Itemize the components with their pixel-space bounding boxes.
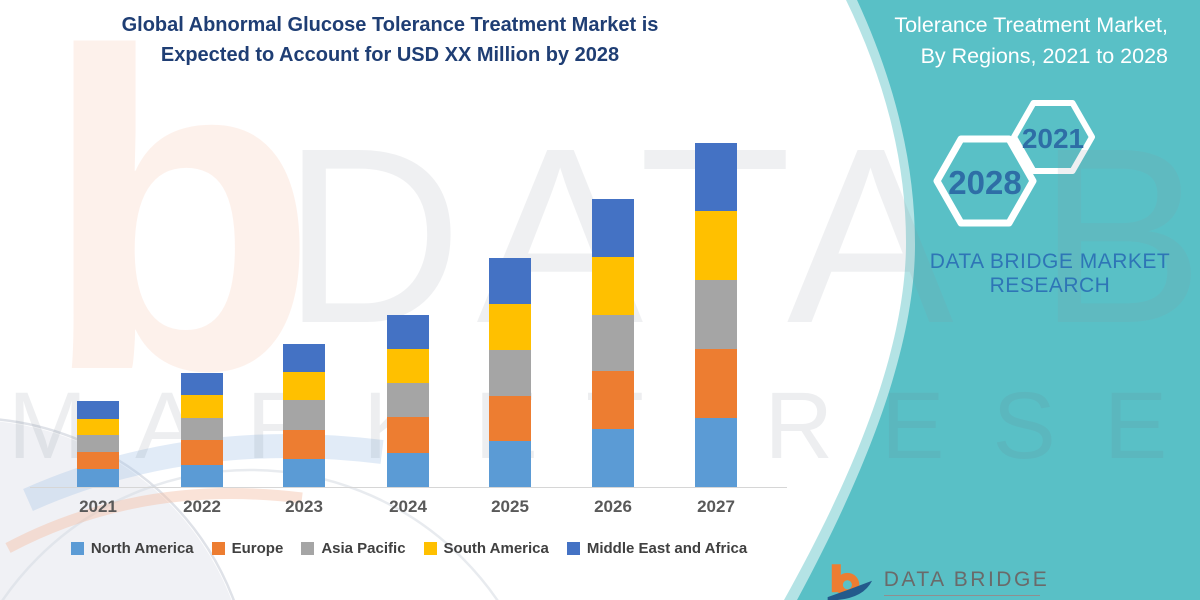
- chart-title-line1: Global Abnormal Glucose Tolerance Treatm…: [121, 14, 659, 36]
- bar-segment-asia-pacific: [489, 350, 531, 396]
- bar-segment-south-america: [592, 257, 634, 315]
- bar-segment-south-america: [77, 419, 119, 435]
- brand-text-line1: DATA BRIDGE MARKET: [929, 250, 1171, 273]
- bar-segment-south-america: [181, 395, 223, 418]
- company-logo: DATA BRIDGE MARKET RESEARCH: [826, 554, 1076, 600]
- x-axis-tick-label: 2021: [79, 497, 117, 516]
- hexagon-year-2028: 2028: [948, 164, 1022, 201]
- bar-segment-north-america: [181, 465, 223, 487]
- legend-label: South America: [443, 540, 549, 557]
- bar-segment-europe: [77, 452, 119, 469]
- logo-swoosh: [827, 580, 873, 600]
- legend-swatch-icon: [211, 542, 225, 555]
- bar-segment-north-america: [283, 459, 325, 487]
- company-logo-icon: [827, 564, 873, 600]
- brand-text-line2: RESEARCH: [989, 274, 1111, 297]
- logo-b-stem: [831, 564, 841, 593]
- hexagon-year-2021: 2021: [1021, 123, 1085, 154]
- bar-segment-asia-pacific: [695, 280, 737, 349]
- bar-segment-north-america: [77, 469, 119, 487]
- legend-item: Middle East and Africa: [566, 540, 748, 557]
- legend-item: Asia Pacific: [301, 540, 406, 557]
- bar-segment-middle-east-and-africa: [387, 315, 429, 349]
- logo-divider: [883, 595, 1040, 596]
- bar-segment-middle-east-and-africa: [695, 143, 737, 211]
- side-panel-background: [797, 0, 1200, 600]
- bar-segment-north-america: [695, 418, 737, 487]
- legend-label: Middle East and Africa: [586, 540, 748, 557]
- legend-item: South America: [423, 540, 549, 557]
- legend-item: Europe: [211, 540, 284, 557]
- bar-segment-asia-pacific: [77, 435, 119, 452]
- chart-title-line2: Expected to Account for USD XX Million b…: [160, 44, 620, 66]
- plot-area: 2021 2022 2023 2024 2025 2026 2027: [77, 143, 737, 516]
- chart-title: Global Abnormal Glucose Tolerance Treatm…: [70, 10, 710, 70]
- x-axis-tick-label: 2024: [389, 497, 427, 516]
- legend-label: North America: [90, 540, 194, 557]
- watermark-swoosh-orange: [5, 488, 303, 553]
- legend-item: North America: [70, 540, 194, 557]
- logo-text-column: DATA BRIDGE MARKET RESEARCH: [883, 554, 1076, 600]
- x-axis-tick-label: 2025: [491, 497, 529, 516]
- bar-segment-europe: [489, 396, 531, 441]
- brand-text: DATA BRIDGE MARKET RESEARCH: [928, 250, 1172, 298]
- bar-segment-south-america: [695, 211, 737, 280]
- bar-segment-europe: [387, 417, 429, 453]
- x-axis-tick-label: 2027: [697, 497, 735, 516]
- bar-segment-south-america: [283, 372, 325, 400]
- legend-swatch-icon: [301, 542, 315, 555]
- bar-segment-north-america: [387, 453, 429, 487]
- bar-segment-asia-pacific: [592, 315, 634, 371]
- watermark-circle-outline-2: [1, 468, 499, 600]
- side-panel-heading-line2: By Regions, 2021 to 2028: [920, 44, 1168, 68]
- legend-swatch-icon: [423, 542, 437, 555]
- bar-segment-middle-east-and-africa: [489, 258, 531, 304]
- bar-segment-middle-east-and-africa: [592, 199, 634, 257]
- bar-segment-asia-pacific: [181, 418, 223, 440]
- hexagon-2021-icon: [1011, 100, 1095, 174]
- side-panel-heading-line1: Tolerance Treatment Market,: [894, 13, 1168, 37]
- bar-segment-south-america: [489, 304, 531, 350]
- x-axis-tick-label: 2022: [183, 497, 221, 516]
- bar-segment-middle-east-and-africa: [283, 344, 325, 372]
- bar-segment-europe: [283, 430, 325, 459]
- x-axis-tick-label: 2023: [285, 497, 323, 516]
- bar-segment-south-america: [387, 349, 429, 383]
- hexagon-2028-icon: [933, 135, 1037, 227]
- bar-segment-middle-east-and-africa: [181, 373, 223, 395]
- legend-swatch-icon: [566, 542, 580, 555]
- bar-segment-asia-pacific: [283, 400, 325, 430]
- bar-segment-north-america: [592, 429, 634, 487]
- bar-segment-europe: [592, 371, 634, 429]
- legend-label: Europe: [231, 540, 284, 557]
- legend-label: Asia Pacific: [321, 540, 406, 557]
- legend: North America Europe Asia Pacific South Ame…: [28, 540, 790, 557]
- x-axis-line: [30, 487, 787, 488]
- bar-segment-middle-east-and-africa: [77, 401, 119, 419]
- bar-segment-asia-pacific: [387, 383, 429, 417]
- x-axis-tick-label: 2026: [594, 497, 632, 516]
- side-panel-heading: Tolerance Treatment Market, By Regions, …: [894, 10, 1168, 72]
- watermark-circle: [0, 421, 232, 600]
- bar-segment-europe: [181, 440, 223, 465]
- bar-segment-europe: [695, 349, 737, 418]
- legend-swatch-icon: [70, 542, 84, 555]
- logo-name: DATA BRIDGE: [883, 568, 1050, 591]
- bar-segment-north-america: [489, 441, 531, 487]
